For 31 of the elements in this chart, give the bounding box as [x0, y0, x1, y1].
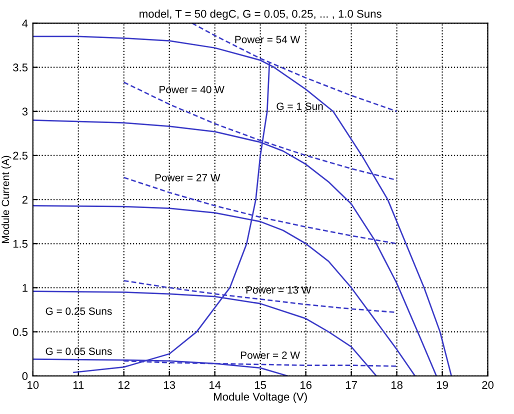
series-label: Power = 40 W — [160, 86, 224, 94]
series-label: Power = 13 W — [246, 286, 312, 294]
series-label: G = 0.05 Suns — [46, 348, 112, 356]
y-tick-label: 4 — [22, 20, 28, 28]
y-tick-label: 3.5 — [13, 64, 28, 72]
y-tick-label: 1 — [22, 284, 28, 292]
y-axis-title: Module Current (A) — [1, 156, 12, 243]
y-tick-label: 0 — [22, 372, 28, 380]
series-label: G = 1 Sun — [276, 102, 323, 110]
series-label: Power = 2 W — [240, 352, 300, 359]
y-tick-label: 0.5 — [13, 328, 28, 336]
y-tick-label: 2.5 — [13, 152, 28, 160]
x-tick-label: 17 — [346, 381, 357, 389]
x-tick-label: 18 — [391, 381, 403, 389]
chart-title: model, T = 50 degC, G = 0.05, 0.25, ... , 1.0 Suns — [140, 10, 382, 20]
series-label: Power = 54 W — [235, 36, 300, 44]
y-tick-label: 2 — [22, 196, 28, 204]
x-tick-label: 19 — [436, 381, 448, 389]
x-tick-label: 12 — [118, 381, 130, 389]
x-tick-label: 10 — [28, 381, 39, 389]
x-tick-label: 11 — [73, 381, 84, 389]
x-axis-title: Module Voltage (V) — [214, 392, 307, 403]
series-label: G = 0.25 Suns — [46, 308, 112, 315]
x-tick-label: 14 — [210, 381, 221, 389]
x-tick-label: 13 — [164, 381, 176, 389]
y-tick-label: 1.5 — [13, 240, 28, 248]
y-tick-label: 3 — [22, 108, 28, 116]
x-tick-label: 15 — [255, 381, 266, 389]
x-tick-label: 16 — [300, 381, 312, 389]
series-label: Power = 27 W — [155, 174, 220, 182]
x-tick-label: 20 — [482, 381, 494, 389]
